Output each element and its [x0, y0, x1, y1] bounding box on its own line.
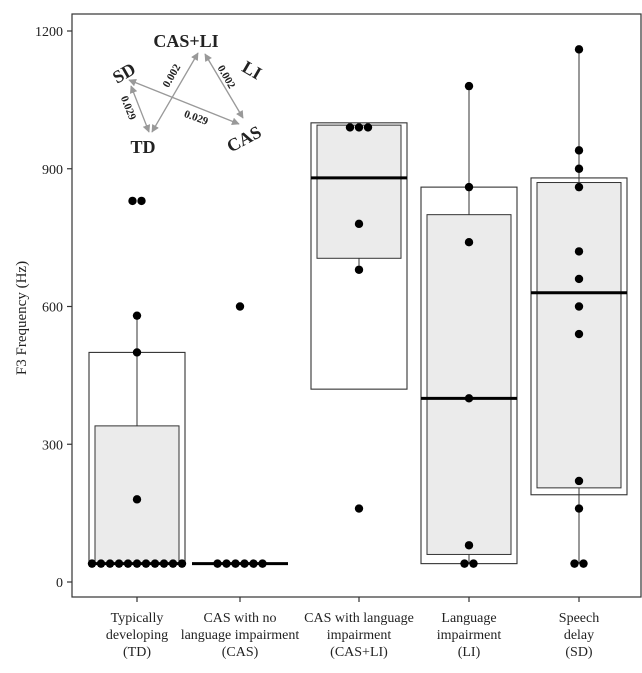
plot-panel: [71, 13, 642, 598]
data-point: [354, 219, 364, 229]
x-category-label: language impairment: [181, 628, 300, 643]
y-axis-label: F3 Frequency (Hz): [14, 261, 30, 375]
inset-label-cas: CAS: [223, 122, 264, 157]
inset-label-td: TD: [130, 137, 155, 157]
y-tick-label: 1200: [35, 25, 63, 40]
data-point: [574, 504, 584, 513]
x-category-label: (LI): [458, 645, 481, 660]
data-point: [574, 146, 584, 155]
data-point: [464, 238, 474, 247]
data-point: [235, 302, 245, 311]
data-point: [574, 164, 584, 173]
box-group: [192, 302, 288, 568]
x-axis-category-labels: Typically developing (TD) CAS with no langua…: [106, 597, 599, 660]
y-tick-label: 600: [42, 301, 63, 316]
y-axis-ticks: 0 300 600 900 1200: [35, 25, 72, 591]
x-category-label: CAS with no: [203, 611, 276, 626]
data-point: [464, 81, 474, 91]
y-tick-label: 300: [42, 438, 63, 453]
x-category-label: impairment: [437, 628, 502, 643]
x-category-label: (CAS+LI): [330, 645, 388, 660]
box-group: [87, 196, 187, 568]
data-point: [464, 541, 474, 550]
inner-box: [94, 425, 180, 565]
x-category-label: developing: [106, 628, 168, 643]
significance-inset: CAS+LI SD LI TD CAS 0.029 0.002 0.002 0.…: [109, 31, 265, 157]
inner-box: [316, 124, 402, 259]
data-point: [574, 45, 584, 54]
inset-label-li: LI: [239, 57, 265, 84]
data-point: [464, 182, 474, 192]
x-category-label: Language: [441, 611, 496, 626]
box-group: [420, 81, 518, 568]
arrow-sd-cas: [128, 78, 240, 126]
data-point: [574, 182, 584, 192]
data-point: [137, 196, 146, 206]
y-tick-label: 0: [56, 576, 63, 591]
data-point: [354, 123, 364, 132]
data-point: [579, 559, 588, 568]
data-point: [574, 274, 584, 284]
x-category-label: Speech: [559, 611, 599, 626]
data-point: [354, 265, 364, 274]
box-group: [310, 122, 408, 513]
data-point: [574, 476, 584, 486]
data-point: [574, 329, 584, 339]
p-value-td-casli: 0.002: [161, 62, 184, 90]
x-category-label: (TD): [123, 645, 151, 660]
data-point: [132, 311, 142, 320]
data-point: [363, 123, 373, 132]
data-point: [469, 559, 478, 568]
data-point: [460, 559, 469, 568]
x-category-label: Typically: [111, 611, 164, 626]
box-group: [530, 45, 628, 568]
box-groups: [87, 45, 628, 568]
inset-label-casli: CAS+LI: [153, 31, 218, 51]
x-category-label: (CAS): [222, 645, 259, 660]
inner-box: [426, 214, 512, 555]
data-point: [354, 504, 364, 513]
x-category-label: (SD): [565, 645, 593, 660]
data-point: [132, 348, 142, 357]
data-point: [570, 559, 579, 568]
data-point: [132, 495, 142, 504]
x-category-label: impairment: [327, 628, 392, 643]
data-point: [574, 247, 584, 256]
y-tick-label: 900: [42, 163, 63, 178]
data-point: [128, 196, 137, 206]
data-point: [574, 302, 584, 311]
x-category-label: CAS with language: [304, 611, 414, 626]
x-category-label: delay: [564, 628, 594, 643]
inset-label-sd: SD: [109, 59, 139, 88]
data-point: [345, 123, 355, 132]
